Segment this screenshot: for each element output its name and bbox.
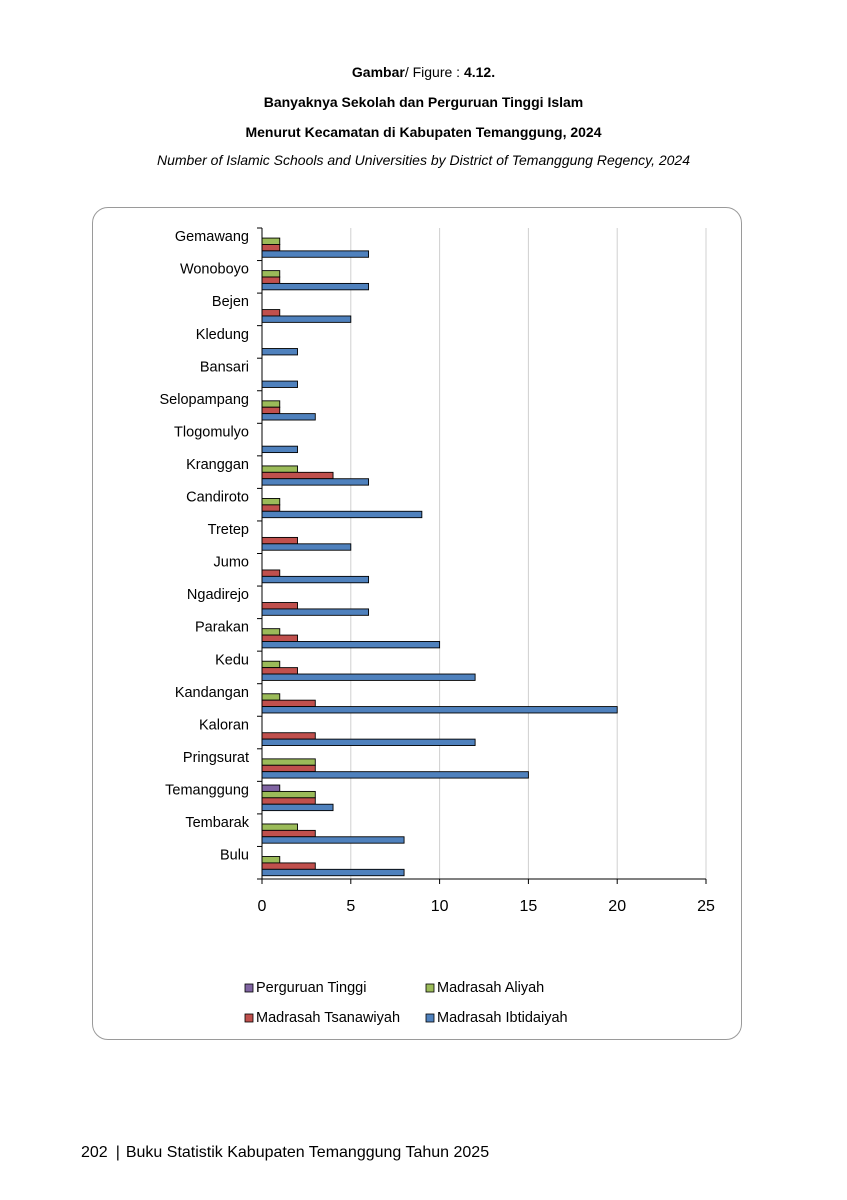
bar: [261, 244, 281, 252]
x-tick-label: 0: [258, 898, 267, 915]
bar: [261, 823, 298, 831]
bar: [261, 738, 476, 746]
bar: [261, 348, 298, 356]
legend-label: Madrasah Aliyah: [437, 980, 544, 996]
category-label: Wonoboyo: [180, 262, 249, 278]
bar: [261, 758, 316, 766]
bar: [261, 536, 298, 545]
figure-number: 4.12.: [463, 64, 496, 80]
bar: [261, 784, 281, 792]
bar: [261, 543, 352, 551]
x-tick-label: 5: [346, 898, 355, 915]
category-label: Candiroto: [186, 490, 249, 506]
figure-subtitle-en: Number of Islamic Schools and Universiti…: [156, 152, 691, 168]
book-title: Buku Statistik Kabupaten Temanggung Tahu…: [125, 1144, 490, 1161]
category-label: Kledung: [196, 327, 249, 343]
category-label: Jumo: [214, 555, 249, 571]
legend-swatch: [244, 1013, 254, 1023]
category-label: Pringsurat: [183, 750, 249, 766]
bar: [261, 465, 298, 473]
category-label: Temanggung: [165, 782, 249, 798]
figure-title-line1: Banyaknya Sekolah dan Perguruan Tinggi I…: [263, 94, 584, 110]
legend-swatch: [425, 983, 435, 993]
x-tick-label: 10: [431, 898, 449, 915]
chart-frame: Gemawang Wonoboyo Bejen Kledung Bansari Selop…: [92, 207, 742, 1040]
x-tick-label: 25: [697, 898, 715, 915]
category-label: Ngadirejo: [187, 587, 249, 603]
bar: [261, 693, 281, 701]
bar: [261, 660, 281, 669]
bar: [261, 478, 370, 486]
bar: [261, 797, 316, 805]
bar: [261, 270, 281, 278]
bar: [261, 575, 370, 584]
bar: [261, 406, 281, 415]
bar: [261, 699, 316, 708]
category-label: Gemawang: [175, 229, 249, 245]
legend-swatch: [244, 983, 254, 993]
bar: [261, 803, 334, 812]
bar: [261, 498, 281, 506]
bar: [261, 504, 281, 512]
bar: [261, 380, 298, 388]
bar: [261, 276, 281, 284]
page-footer: 202 | Buku Statistik Kabupaten Temanggung …: [81, 1143, 489, 1163]
figure-prefix: Gambar: [351, 64, 405, 80]
bar: [261, 764, 316, 773]
bar: [261, 628, 281, 636]
category-label: Kaloran: [199, 717, 249, 733]
figure-title-line2: Menurut Kecamatan di Kabupaten Temanggun…: [245, 124, 602, 140]
bar: [261, 868, 405, 877]
category-label: Tretep: [208, 522, 249, 538]
bar: [261, 282, 370, 291]
bar: [261, 732, 316, 740]
bar: [261, 602, 298, 610]
category-label: Tlogomulyo: [174, 424, 249, 440]
bar: [261, 471, 334, 480]
bar: [261, 829, 316, 838]
bar: [261, 667, 298, 675]
footer-separator: |: [115, 1144, 120, 1161]
bar: [261, 608, 370, 616]
bar: [261, 771, 529, 779]
bar: [261, 250, 370, 258]
category-label: Bulu: [220, 848, 249, 864]
bar: [261, 856, 281, 864]
bar: [261, 445, 298, 454]
bar: [261, 836, 405, 844]
bar: [261, 634, 298, 642]
figure-label: Gambar/ Figure : 4.12.: [0, 62, 847, 82]
bar: [261, 315, 352, 323]
category-label: Kandangan: [175, 685, 249, 701]
category-label: Tembarak: [185, 815, 249, 831]
bar: [261, 413, 316, 421]
bar: [261, 510, 423, 519]
x-tick-label: 15: [520, 898, 538, 915]
bar: [261, 862, 316, 870]
category-label: Bejen: [212, 294, 249, 310]
category-label: Kranggan: [186, 457, 249, 473]
figure-header: Gambar/ Figure : 4.12. Banyaknya Sekolah…: [0, 62, 847, 170]
bar: [261, 400, 281, 408]
bar: [261, 309, 281, 317]
category-label: Parakan: [195, 620, 249, 636]
bar: [261, 790, 316, 799]
category-label: Kedu: [215, 652, 249, 668]
bar: [261, 706, 618, 714]
legend-label: Perguruan Tinggi: [256, 980, 366, 996]
bar: [261, 237, 281, 245]
bar: [261, 569, 281, 577]
category-label: Bansari: [200, 359, 249, 375]
x-tick-label: 20: [608, 898, 626, 915]
category-label: Selopampang: [160, 392, 250, 408]
legend-label: Madrasah Ibtidaiyah: [437, 1010, 568, 1026]
page-number: 202: [81, 1144, 108, 1161]
bar: [261, 641, 441, 649]
figure-suffix: / Figure :: [404, 64, 464, 80]
bar-chart: Gemawang Wonoboyo Bejen Kledung Bansari Selop…: [160, 227, 715, 1026]
legend-label: Madrasah Tsanawiyah: [256, 1010, 400, 1026]
bar: [261, 673, 476, 681]
legend-swatch: [425, 1013, 435, 1023]
